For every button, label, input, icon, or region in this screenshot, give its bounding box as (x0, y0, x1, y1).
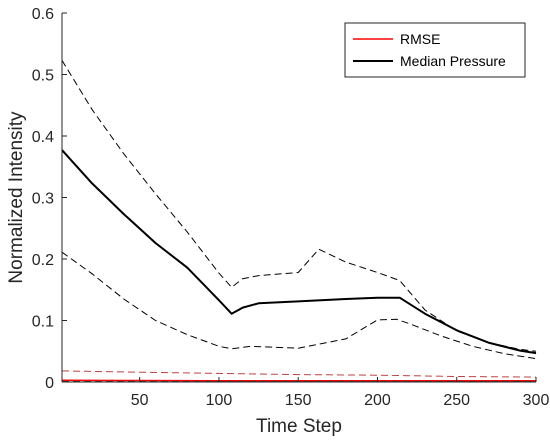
x-tick-label: 300 (523, 392, 550, 409)
y-tick-label: 0 (45, 375, 54, 392)
x-tick-label: 150 (285, 392, 312, 409)
series-line-0 (61, 379, 536, 382)
series-line-1 (61, 370, 537, 378)
y-tick-label: 0.3 (32, 191, 54, 208)
x-axis-label: Time Step (256, 416, 342, 437)
legend-box (344, 22, 526, 78)
x-tick-label: 250 (443, 392, 470, 409)
x-tick-label: 50 (131, 392, 149, 409)
legend-label: RMSE (400, 31, 440, 47)
series-line-3 (61, 149, 537, 355)
y-tick-label: 0.4 (32, 129, 54, 146)
y-tick-label: 0.1 (32, 314, 54, 331)
x-tick-label: 100 (206, 392, 233, 409)
y-tick-label: 0.5 (32, 68, 54, 85)
axes-layer: 50 100 150 200 250 300 0 0.1 0.2 0.3 0.4 0.5 0.6 (32, 6, 550, 409)
legend-label: Median Pressure (400, 53, 506, 69)
y-tick-label: 0.6 (32, 6, 54, 23)
x-tick-label: 200 (364, 392, 391, 409)
y-axis-label: Normalized Intensity (6, 111, 27, 284)
series-line-5 (61, 251, 537, 360)
y-tick-label: 0.2 (32, 252, 54, 269)
series-line-4 (61, 60, 537, 352)
legend: RMSE Median Pressure (344, 22, 526, 78)
